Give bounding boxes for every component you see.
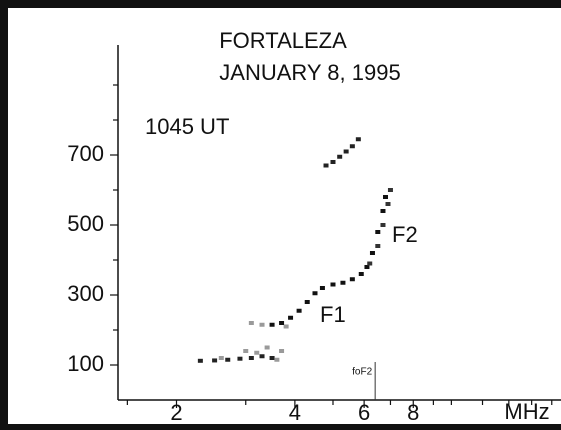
x-axis-label: MHz (504, 399, 549, 424)
echo-point (296, 308, 302, 313)
x-tick-label: 8 (407, 400, 419, 425)
echo-point (330, 282, 336, 287)
echo-point (330, 160, 336, 164)
echo-point (355, 137, 361, 142)
echo-point (248, 321, 254, 325)
time-label: 1045 UT (145, 114, 229, 139)
echo-point (269, 356, 275, 360)
echo-point (283, 324, 289, 329)
echo-point (274, 357, 280, 362)
f2-label: F2 (392, 222, 418, 247)
frame-top (0, 0, 561, 8)
y-tick-label: 700 (67, 141, 104, 166)
echo-point (254, 350, 260, 355)
x-tick-label: 4 (289, 400, 301, 425)
echo-point (369, 251, 375, 255)
echo-point (259, 354, 265, 359)
echo-point (343, 149, 349, 154)
echo-point (288, 315, 294, 320)
echo-point (387, 188, 393, 192)
echo-point (340, 280, 346, 285)
frame-left (0, 0, 8, 430)
echo-point (380, 223, 386, 227)
echo-point (375, 230, 381, 234)
y-tick-label: 300 (67, 281, 104, 306)
echo-point (349, 144, 355, 149)
echo-point (319, 286, 325, 290)
echo-point (237, 356, 243, 361)
echo-point (312, 291, 318, 296)
echo-point (349, 277, 355, 282)
echo-point (367, 261, 373, 266)
echo-point (375, 244, 381, 248)
chart-subtitle: JANUARY 8, 1995 (219, 60, 400, 85)
echo-point (385, 202, 391, 206)
y-tick-label: 100 (67, 351, 104, 376)
echo-point (383, 195, 389, 199)
x-tick-label: 2 (170, 400, 182, 425)
echo-point (269, 322, 275, 327)
echo-point (304, 300, 310, 304)
echo-point (218, 356, 224, 360)
echo-point (197, 358, 203, 363)
echo-point (337, 154, 343, 159)
echo-point (212, 358, 218, 363)
x-tick-label: 6 (358, 400, 370, 425)
fof2-label: foF2 (352, 367, 372, 378)
echo-point (248, 356, 254, 360)
echo-point (380, 209, 386, 213)
echo-point (323, 163, 329, 168)
echo-point (279, 321, 285, 325)
echo-point (259, 322, 265, 327)
echo-point (264, 345, 270, 350)
f1-label: F1 (320, 302, 346, 327)
echo-point (243, 349, 249, 353)
echo-point (358, 272, 364, 276)
chart-title: FORTALEZA (219, 28, 347, 53)
echo-point (364, 265, 370, 269)
echo-point (225, 357, 231, 362)
y-tick-label: 500 (67, 211, 104, 236)
frame-bottom (0, 424, 561, 430)
echo-point (279, 349, 285, 353)
